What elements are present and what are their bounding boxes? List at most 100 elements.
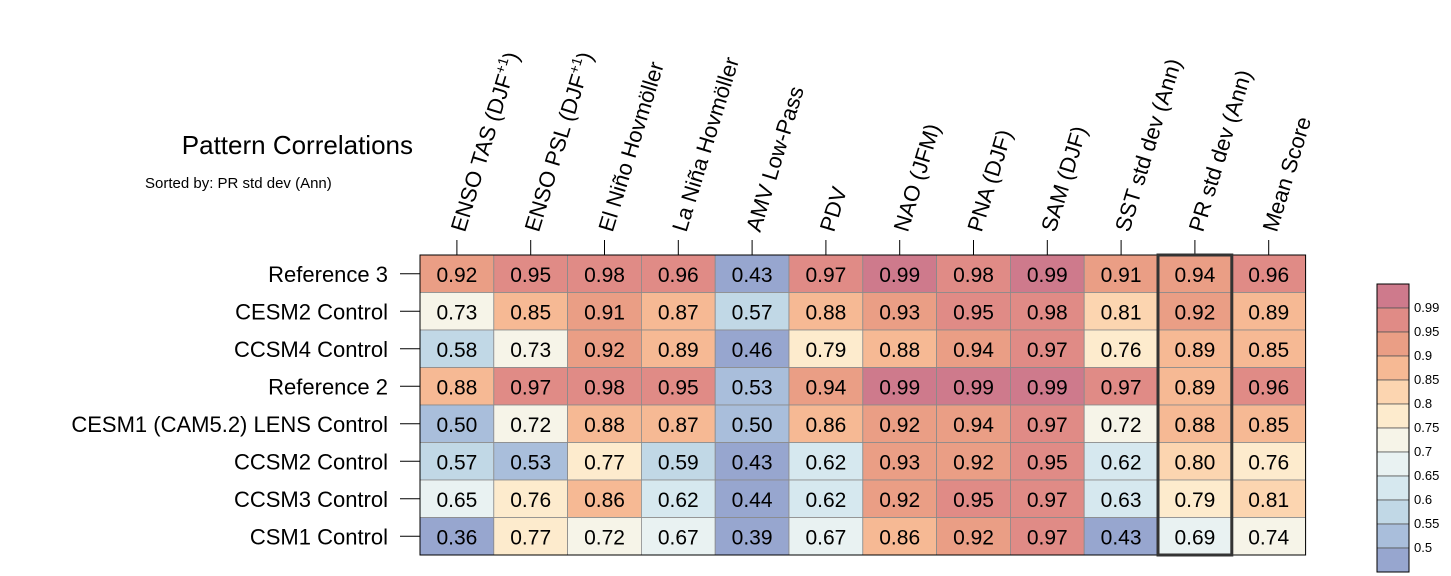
colorbar-swatch: [1376, 355, 1410, 381]
row-labels: Reference 3 CESM2 Control CCSM4 Control Ref…: [71, 262, 388, 550]
cell-value: 0.80: [1174, 451, 1215, 474]
cell-value: 0.91: [1101, 264, 1142, 287]
heatmap-cell: [1083, 442, 1159, 481]
cell-value: 0.98: [584, 264, 625, 287]
heatmap-cell: [936, 367, 1011, 406]
cell-value: 0.76: [510, 489, 551, 512]
cell-value: 0.97: [805, 264, 846, 287]
cell-value: 0.94: [953, 414, 994, 437]
heatmap-cell: [493, 479, 568, 518]
column-label-superscript: +1: [492, 55, 512, 75]
column-label: PR std dev (Ann): [1184, 67, 1257, 235]
cell-value: 0.59: [658, 451, 699, 474]
cell-value: 0.86: [879, 526, 920, 549]
cell-value: 0.92: [584, 339, 625, 362]
heatmap-cell: [788, 517, 864, 556]
heatmap-cell: [419, 292, 495, 331]
heatmap-cell: [567, 292, 642, 331]
cell-value: 0.74: [1248, 526, 1289, 549]
cell-value: 0.57: [732, 301, 773, 324]
colorbar-label: 0.65: [1414, 468, 1439, 483]
heatmap-cell: [1083, 254, 1159, 293]
cell-value: 0.92: [953, 451, 994, 474]
column-label: El Niño Hovmöller: [593, 59, 668, 235]
cell-value: 0.81: [1101, 301, 1142, 324]
heatmap-cell: [788, 254, 864, 293]
heatmap-cell: [493, 367, 568, 406]
cell-value: 0.89: [1248, 301, 1289, 324]
cell-value: 0.97: [1027, 414, 1068, 437]
cell-value: 0.62: [658, 489, 699, 512]
heatmap-cell: [862, 292, 937, 331]
colorbar-label: 0.55: [1414, 516, 1439, 531]
column-label-text: PDV: [815, 184, 852, 235]
heatmap-cell: [1157, 517, 1233, 556]
cell-value: 0.73: [510, 339, 551, 362]
heatmap-cell: [862, 442, 937, 481]
heatmap-cell: [641, 442, 716, 481]
cell-value: 0.98: [953, 264, 994, 287]
cell-value: 0.93: [879, 301, 920, 324]
cell-value: 0.36: [436, 526, 477, 549]
colorbar-swatch: [1376, 307, 1410, 333]
cell-value: 0.85: [510, 301, 551, 324]
cell-value: 0.89: [1174, 376, 1215, 399]
heatmap-cell: [936, 254, 1011, 293]
cell-value: 0.63: [1101, 489, 1142, 512]
cell-value: 0.62: [805, 489, 846, 512]
cell-value: 0.89: [658, 339, 699, 362]
cell-value: 0.62: [1101, 451, 1142, 474]
column-label: Mean Score: [1258, 114, 1317, 235]
colorbar-swatch: [1376, 499, 1410, 525]
heatmap-cell: [1231, 329, 1307, 368]
heatmap-cell-values: 0.92 0.95 0.98 0.96 0.43 0.97 0.99 0.98 0.99 0.91…: [436, 264, 1289, 550]
colorbar-border: [1376, 283, 1410, 573]
heatmap-cell: [493, 254, 568, 293]
cell-value: 0.79: [805, 339, 846, 362]
heatmap-cell: [862, 404, 937, 443]
cell-value: 0.97: [1027, 489, 1068, 512]
heatmap-cell: [1010, 367, 1085, 406]
cell-value: 0.87: [658, 301, 699, 324]
colorbar-swatch: [1376, 379, 1410, 405]
cell-value: 0.62: [805, 451, 846, 474]
colorbar-swatch: [1376, 403, 1410, 429]
colorbar-label: 0.85: [1414, 372, 1439, 387]
heatmap-cell: [788, 442, 864, 481]
cell-value: 0.95: [510, 264, 551, 287]
column-label: SAM (DJF): [1036, 123, 1092, 234]
cell-value: 0.94: [805, 376, 846, 399]
column-ticks: [456, 240, 1270, 255]
column-label-text: PNA (DJF): [962, 127, 1017, 235]
cell-value: 0.99: [879, 264, 920, 287]
column-label-text: NAO (JFM): [889, 121, 945, 235]
colorbar-swatch: [1376, 283, 1410, 309]
row-label: CESM2 Control: [235, 299, 388, 324]
heatmap-cell: [1231, 404, 1307, 443]
chart-subtitle: Sorted by: PR std dev (Ann): [145, 175, 332, 192]
cell-value: 0.86: [805, 414, 846, 437]
cell-value: 0.97: [1027, 526, 1068, 549]
colorbar-label: 0.7: [1414, 444, 1432, 459]
cell-value: 0.98: [1027, 301, 1068, 324]
cell-value: 0.43: [732, 451, 773, 474]
colorbar-label: 0.9: [1414, 348, 1432, 363]
cell-value: 0.92: [436, 264, 477, 287]
row-label: CCSM2 Control: [234, 449, 388, 474]
cell-value: 0.99: [1027, 376, 1068, 399]
column-label-text: PR std dev (Ann): [1184, 67, 1257, 235]
heatmap-cell: [1231, 367, 1307, 406]
column-labels: ENSO TAS (DJF+1)ENSO PSL (DJF+1)El Niño …: [446, 49, 1317, 235]
cell-value: 0.65: [436, 489, 477, 512]
cell-value: 0.97: [1101, 376, 1142, 399]
cell-value: 0.81: [1248, 489, 1289, 512]
cell-value: 0.57: [436, 451, 477, 474]
cell-value: 0.79: [1174, 489, 1215, 512]
row-label: CCSM4 Control: [234, 337, 388, 362]
cell-value: 0.92: [879, 414, 920, 437]
heatmap-cell: [419, 517, 495, 556]
heatmap-cell: [493, 404, 568, 443]
row-label: CSM1 Control: [250, 524, 388, 549]
colorbar-label: 0.8: [1414, 396, 1432, 411]
chart-title: Pattern Correlations: [182, 130, 413, 160]
